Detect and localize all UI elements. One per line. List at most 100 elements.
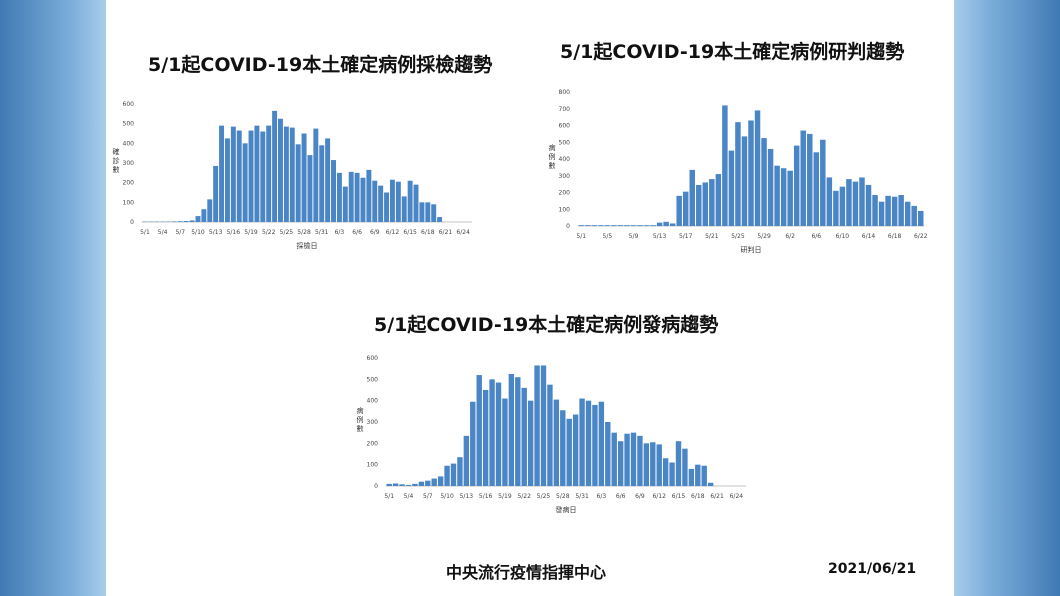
- chart-title-onset: 5/1起COVID-19本土確定病例發病趨勢: [374, 314, 719, 336]
- x-tick-label: 5/19: [498, 493, 512, 500]
- bar-6-5: [348, 171, 354, 222]
- x-tick-label: 5/31: [315, 229, 329, 236]
- bar-5-11: [643, 225, 650, 226]
- x-tick-label: 5/4: [404, 493, 414, 500]
- bar-5-5: [604, 225, 611, 226]
- bar-6-15: [675, 441, 682, 486]
- bar-5-6: [418, 481, 425, 486]
- x-tick-label: 6/14: [862, 233, 876, 240]
- bar-5-6: [171, 221, 177, 222]
- bar-6-4: [342, 186, 348, 222]
- y-axis-label-char: 病: [357, 406, 364, 415]
- bar-5-13: [463, 435, 470, 486]
- bar-5-27: [295, 144, 301, 222]
- bar-6-17: [419, 202, 425, 222]
- bar-5-6: [611, 225, 617, 226]
- bar-5-18: [495, 382, 502, 486]
- x-tick-label: 6/2: [785, 233, 795, 240]
- bar-6-11: [846, 179, 852, 226]
- bar-6-2: [331, 160, 336, 222]
- x-tick-label: 5/29: [757, 233, 771, 240]
- y-tick-label: 300: [559, 173, 571, 180]
- x-tick-label: 5/22: [262, 229, 276, 236]
- bar-5-11: [201, 209, 207, 222]
- bar-5-22: [521, 387, 527, 486]
- bar-5-31: [319, 145, 325, 222]
- bar-5-31: [579, 398, 585, 486]
- bar-6-5: [807, 133, 813, 226]
- y-tick-label: 500: [367, 376, 379, 383]
- x-tick-label: 6/3: [335, 229, 345, 236]
- bar-6-10: [378, 185, 384, 222]
- bar-5-3: [399, 484, 405, 486]
- bar-6-6: [617, 441, 624, 486]
- chart-diagnosis: 0 100 200 300 400 500 600 700 800 5/1 5/5 5/9 5/13 5/…: [538, 84, 934, 276]
- bar-5-17: [236, 130, 242, 222]
- bar-6-5: [611, 432, 617, 486]
- bar-6-9: [833, 190, 839, 226]
- y-tick-label: 400: [559, 156, 571, 163]
- bar-6-3: [336, 172, 342, 222]
- bar-5-15: [669, 223, 676, 226]
- bar-5-25: [283, 126, 289, 222]
- bar-5-15: [476, 375, 482, 486]
- bar-5-27: [553, 399, 560, 486]
- x-tick-label: 6/18: [888, 233, 902, 240]
- x-tick-label: 5/13: [460, 493, 474, 500]
- bar-6-1: [325, 138, 331, 222]
- x-tick-label: 5/1: [384, 493, 394, 500]
- bar-5-10: [637, 225, 643, 226]
- bar-6-20: [904, 201, 911, 226]
- chart-onset: 0 100 200 300 400 500 600 5/1 5/4 5/7 5/10 5/13 5/16…: [346, 348, 750, 536]
- footer-org: 中央流行疫情指揮中心: [446, 563, 607, 582]
- bar-5-13: [656, 222, 663, 226]
- bar-6-13: [662, 458, 669, 486]
- bar-5-21: [709, 179, 715, 226]
- bar-5-31: [774, 165, 780, 226]
- bar-5-28: [754, 110, 761, 226]
- x-tick-label: 6/9: [635, 493, 645, 500]
- bar-6-19: [431, 204, 437, 222]
- x-tick-label: 5/25: [280, 229, 294, 236]
- x-tick-label: 6/15: [672, 493, 686, 500]
- bar-6-14: [401, 196, 407, 222]
- bar-5-29: [307, 155, 313, 222]
- y-axis-label-char: 數: [549, 161, 556, 170]
- bar-5-9: [630, 225, 637, 226]
- bar-5-19: [696, 184, 702, 226]
- bar-6-8: [630, 432, 637, 486]
- bar-6-4: [800, 130, 806, 226]
- x-tick-label: 6/24: [730, 493, 744, 500]
- bar-5-2: [392, 483, 399, 486]
- bar-6-18: [891, 196, 898, 226]
- bar-6-13: [859, 177, 865, 226]
- bar-6-7: [820, 139, 826, 226]
- x-tick-label: 5/13: [209, 229, 223, 236]
- chart-svg-sampling: 0 100 200 300 400 500 600 5/1 5/4 5/7 5/10 5/13 5/16…: [113, 101, 472, 250]
- bar-5-21: [260, 131, 266, 222]
- bar-6-14: [865, 184, 872, 226]
- bar-5-1: [578, 225, 585, 226]
- bar-6-22: [917, 210, 924, 226]
- x-tick-label: 6/24: [456, 229, 470, 236]
- bar-5-14: [219, 125, 225, 222]
- x-tick-label: 5/28: [556, 493, 570, 500]
- bar-6-1: [585, 400, 592, 486]
- x-tick-label: 5/9: [629, 233, 639, 240]
- bar-6-9: [637, 435, 643, 486]
- bar-5-23: [527, 400, 534, 486]
- bar-6-7: [624, 433, 630, 486]
- bar-6-11: [384, 192, 390, 222]
- bar-5-5: [412, 483, 418, 486]
- left-side-panel: [0, 0, 106, 596]
- bar-6-13: [395, 181, 401, 222]
- x-tick-label: 6/6: [811, 233, 821, 240]
- x-tick-label: 6/15: [403, 229, 417, 236]
- bar-5-22: [266, 125, 272, 222]
- y-axis-label-char: 例: [549, 152, 556, 161]
- bar-5-8: [431, 478, 437, 486]
- bar-6-12: [656, 444, 662, 486]
- x-tick-label: 5/25: [731, 233, 745, 240]
- bar-5-8: [183, 221, 189, 222]
- bar-6-2: [787, 170, 793, 226]
